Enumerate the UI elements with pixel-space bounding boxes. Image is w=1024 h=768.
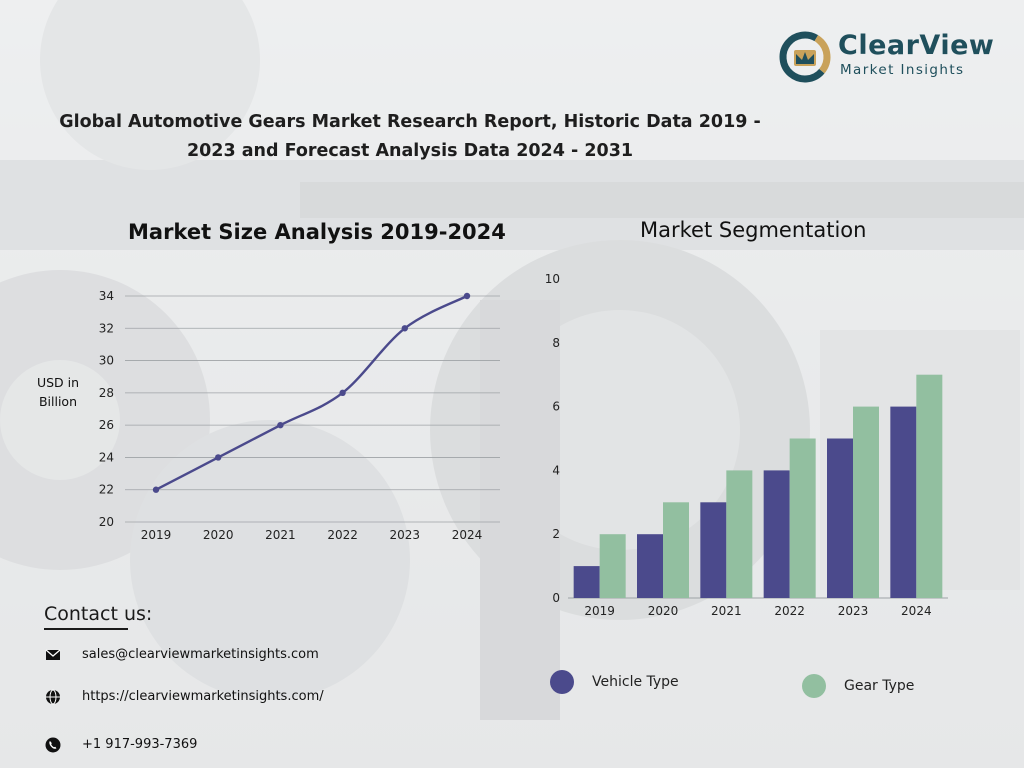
line-point-2019 <box>152 486 160 493</box>
line-xtick-label-2019: 2019 <box>141 528 172 542</box>
line-chart-ylabel: USD in Billion <box>28 373 88 411</box>
globe-icon <box>46 689 60 705</box>
bar-vehicle-type-2022 <box>763 470 790 598</box>
bar-chart: 0 2 4 6 8 10 2019 2020 2021 2022 2023 2024 <box>545 272 948 618</box>
page-title-line-2: 2023 and Forecast Analysis Data 2024 - 2… <box>186 141 634 161</box>
phone-icon <box>45 737 61 753</box>
line-point-2023 <box>401 325 408 332</box>
bar-xtick-label-2022: 2022 <box>774 604 805 618</box>
bar-ytick-label-0: 0 <box>552 591 560 605</box>
logo-subtitle: Market Insights <box>840 62 965 78</box>
bar-gear-type-2024 <box>916 374 943 598</box>
bar-ytick-label-10: 10 <box>545 272 560 286</box>
bar-ytick-label-8: 8 <box>552 336 560 350</box>
line-point-2021 <box>277 421 284 429</box>
line-ytick-label-26: 26 <box>99 418 114 432</box>
line-point-2024 <box>463 292 471 300</box>
line-ytick-label-22: 22 <box>99 483 114 497</box>
contact-email-text[interactable]: sales@clearviewmarketinsights.com <box>82 647 319 662</box>
bar-xtick-label-2023: 2023 <box>838 604 869 618</box>
legend-label-gear-type: Gear Type <box>844 678 915 694</box>
bar-gear-type-2023 <box>853 406 879 598</box>
line-xtick-label-2023: 2023 <box>390 528 421 542</box>
line-xtick-label-2022: 2022 <box>327 528 358 542</box>
clearview-logo: ClearView Market Insights <box>778 28 998 86</box>
page-title-line-1: Global Automotive Gears Market Research … <box>59 112 761 132</box>
line-ytick-label-24: 24 <box>99 450 114 464</box>
legend-swatch-vehicle-type <box>550 670 574 694</box>
bar-xtick-label-2019: 2019 <box>584 604 615 618</box>
line-point-2022 <box>339 389 346 397</box>
contact-phone-text[interactable]: +1 917-993-7369 <box>82 737 198 752</box>
line-ytick-label-32: 32 <box>99 321 114 335</box>
logo-name: ClearView <box>838 30 995 61</box>
line-ytick-label-28: 28 <box>99 386 114 400</box>
line-point-2020 <box>215 454 222 461</box>
clearview-logo-icon <box>779 31 831 83</box>
contact-website-text[interactable]: https://clearviewmarketinsights.com/ <box>82 689 324 704</box>
line-ytick-label-34: 34 <box>99 289 114 303</box>
line-xtick-label-2020: 2020 <box>203 528 234 542</box>
line-xtick-label-2021: 2021 <box>265 528 296 542</box>
bar-xtick-label-2021: 2021 <box>711 604 742 618</box>
contact-title: Contact us: <box>44 603 153 625</box>
bar-gear-type-2021 <box>726 470 753 598</box>
line-xtick-label-2024: 2024 <box>452 528 483 542</box>
bar-xtick-label-2024: 2024 <box>901 604 932 618</box>
bar-vehicle-type-2024 <box>890 406 917 598</box>
bar-xtick-label-2020: 2020 <box>648 604 679 618</box>
line-ytick-label-20: 20 <box>99 515 114 529</box>
bar-vehicle-type-2021 <box>700 502 727 598</box>
page-title: Global Automotive Gears Market Research … <box>40 108 780 166</box>
contact-underline <box>44 628 128 630</box>
bar-chart-title: Market Segmentation <box>640 218 867 242</box>
legend-label-vehicle-type: Vehicle Type <box>592 674 679 690</box>
bar-vehicle-type-2020 <box>637 534 663 598</box>
line-chart-title: Market Size Analysis 2019-2024 <box>128 220 506 244</box>
bar-vehicle-type-2019 <box>573 566 600 598</box>
line-series-path <box>155 294 468 491</box>
bar-ytick-label-4: 4 <box>552 463 560 477</box>
bar-gear-type-2020 <box>663 502 689 598</box>
ylabel-text: USD in Billion <box>36 375 80 409</box>
bar-ytick-label-2: 2 <box>552 527 560 541</box>
bar-gear-type-2022 <box>789 438 816 598</box>
bar-gear-type-2019 <box>599 534 626 598</box>
legend-swatch-gear-type <box>802 674 826 698</box>
line-ytick-label-30: 30 <box>99 354 114 368</box>
mail-icon <box>45 649 61 660</box>
bar-vehicle-type-2023 <box>827 438 853 598</box>
bar-ytick-label-6: 6 <box>552 400 560 414</box>
